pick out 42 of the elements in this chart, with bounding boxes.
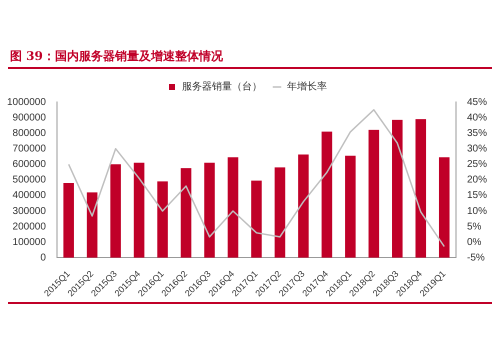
y-tick-label: 100000 bbox=[12, 236, 46, 248]
bar bbox=[368, 130, 380, 258]
bar bbox=[392, 120, 403, 258]
y-tick-label: 300000 bbox=[12, 206, 46, 217]
y2-tick-label: 40% bbox=[466, 112, 488, 124]
bar bbox=[228, 157, 238, 258]
y2-tick-label: 30% bbox=[466, 143, 488, 154]
y2-tick-label: 45% bbox=[466, 96, 488, 108]
y-tick-label: 1000000 bbox=[6, 96, 46, 108]
bar bbox=[274, 167, 286, 258]
y2-tick-label: 20% bbox=[466, 174, 488, 186]
y-tick-label: 500000 bbox=[12, 174, 46, 186]
bar bbox=[180, 168, 192, 258]
y-tick-label: 400000 bbox=[12, 190, 46, 202]
y-tick-label: 600000 bbox=[12, 159, 46, 170]
y2-tick-label: 5% bbox=[466, 221, 482, 232]
y-tick-label: 200000 bbox=[12, 221, 46, 232]
bar bbox=[86, 192, 98, 258]
bar bbox=[322, 132, 332, 258]
chart-title: 图 39：国内服务器销量及增速整体情况 bbox=[10, 48, 223, 65]
y2-tick-label: 15% bbox=[466, 190, 488, 202]
y2-tick-label: 35% bbox=[466, 128, 488, 139]
bar bbox=[110, 164, 121, 258]
legend-label: 年增长率 bbox=[287, 80, 327, 93]
y-tick-label: 0 bbox=[40, 252, 46, 264]
y2-tick-label: 25% bbox=[466, 159, 488, 170]
bar bbox=[415, 119, 426, 258]
bar bbox=[251, 180, 262, 258]
y2-tick-label: 0% bbox=[466, 236, 482, 248]
bar bbox=[204, 162, 215, 258]
y-tick-label: 700000 bbox=[12, 143, 46, 154]
bar bbox=[134, 162, 144, 258]
bar bbox=[438, 157, 450, 258]
bar bbox=[63, 182, 74, 258]
bar bbox=[345, 156, 356, 258]
y2-tick-label: 10% bbox=[466, 206, 488, 217]
y2-tick-label: -5% bbox=[466, 252, 485, 264]
legend-label: 服务器销量（台） bbox=[182, 80, 262, 93]
y-tick-label: 800000 bbox=[12, 128, 46, 139]
y-tick-label: 900000 bbox=[12, 112, 46, 124]
bar bbox=[298, 154, 309, 258]
bar bbox=[157, 181, 168, 258]
